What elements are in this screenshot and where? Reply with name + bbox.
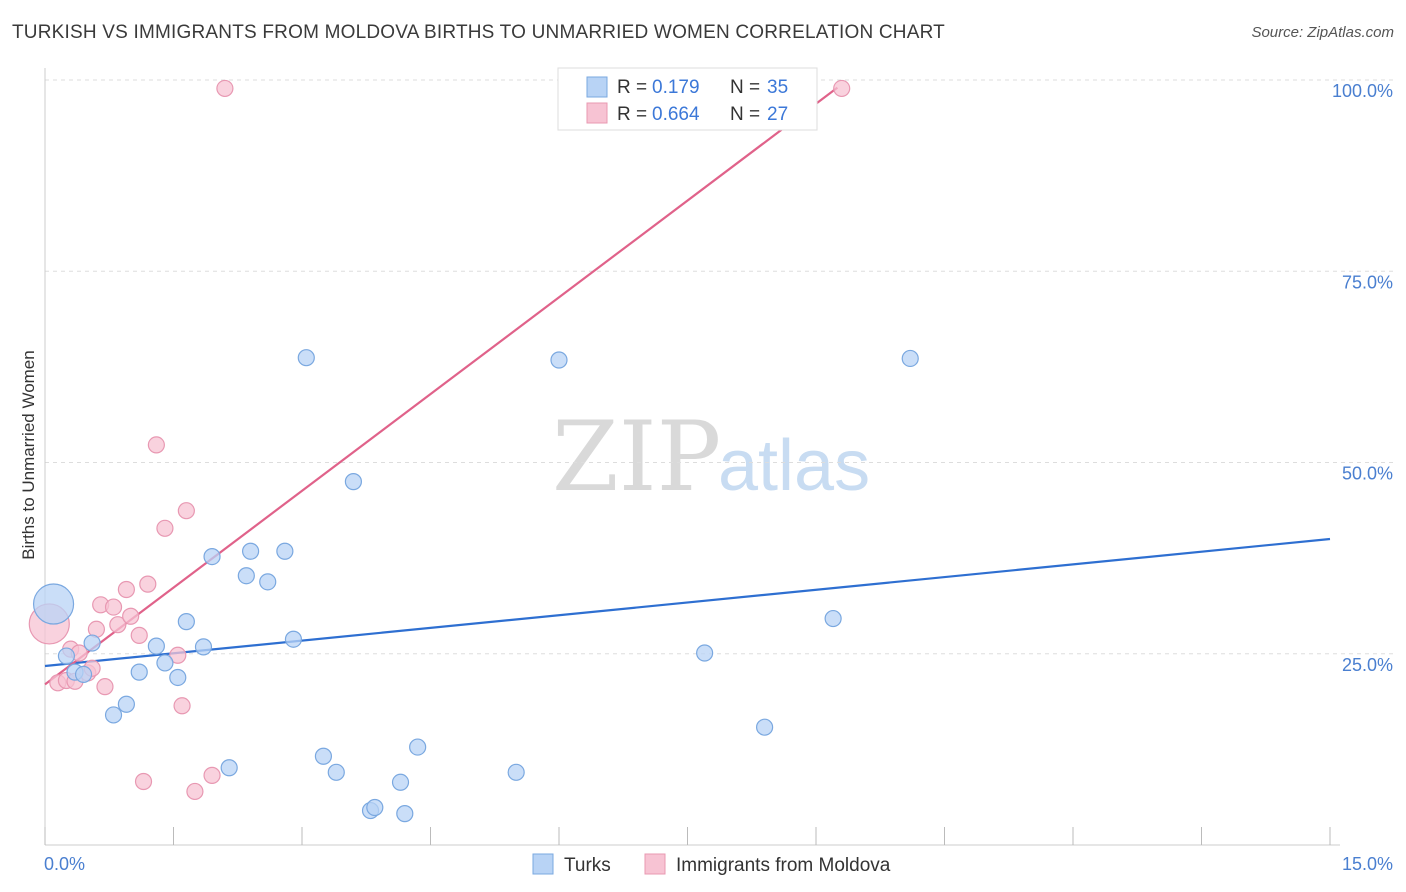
moldova-point bbox=[186, 782, 204, 801]
turks-point bbox=[220, 759, 238, 777]
moldova-point bbox=[109, 616, 127, 634]
watermark: ZIP atlas bbox=[552, 401, 870, 513]
turks-point bbox=[104, 706, 123, 724]
watermark-zip: ZIP bbox=[552, 401, 721, 513]
turks-point bbox=[242, 542, 260, 560]
tick-labels: 25.0% 50.0% 75.0% 100.0% 0.0% 15.0% bbox=[44, 81, 1393, 874]
turks-point bbox=[314, 747, 333, 765]
turks-point bbox=[203, 547, 221, 566]
legend-r-label-moldova: R = bbox=[617, 104, 647, 125]
turks-point bbox=[550, 351, 568, 369]
turks-point bbox=[755, 718, 774, 736]
turks-point bbox=[391, 773, 410, 791]
moldova-point bbox=[173, 697, 191, 715]
turks-point bbox=[396, 805, 414, 823]
bottom-legend-label-moldova: Immigrants from Moldova bbox=[676, 855, 891, 876]
legend-r-label-turks: R = bbox=[617, 77, 647, 98]
turks-point bbox=[237, 567, 255, 585]
x-tick-label: 0.0% bbox=[44, 854, 85, 874]
turks-point bbox=[117, 695, 135, 713]
watermark-atlas: atlas bbox=[718, 426, 870, 506]
moldova-point bbox=[833, 79, 851, 98]
moldova-point bbox=[130, 626, 148, 644]
moldova-point bbox=[139, 575, 157, 593]
legend-swatch-turks bbox=[586, 76, 608, 98]
turks-point bbox=[57, 647, 76, 665]
turks-point bbox=[507, 763, 525, 781]
trend-lines bbox=[44, 86, 1331, 686]
y-axis-title: Births to Unmarried Women bbox=[19, 350, 38, 559]
turks-point bbox=[297, 349, 315, 367]
turks-point bbox=[259, 573, 277, 591]
turks-point bbox=[169, 668, 187, 687]
turks-trend-line bbox=[44, 537, 1331, 668]
turks-point bbox=[409, 738, 427, 756]
turks-point bbox=[156, 654, 174, 672]
turks-point bbox=[194, 638, 213, 656]
legend-bottom: Turks Immigrants from Moldova bbox=[532, 853, 891, 876]
moldova-point bbox=[134, 772, 153, 791]
turks-point bbox=[130, 663, 148, 681]
moldova-point bbox=[96, 678, 114, 696]
turks-point bbox=[83, 634, 101, 652]
turks-point bbox=[177, 613, 195, 631]
legend-swatch-moldova bbox=[586, 102, 608, 124]
legend-n-label-moldova: N = bbox=[730, 104, 760, 125]
bottom-legend-swatch-turks bbox=[532, 853, 554, 875]
moldova-point bbox=[156, 519, 174, 537]
axes bbox=[44, 68, 1340, 846]
moldova-point bbox=[147, 436, 165, 454]
legend-r-value-turks: 0.179 bbox=[652, 77, 700, 98]
chart-title: TURKISH VS IMMIGRANTS FROM MOLDOVA BIRTH… bbox=[12, 22, 945, 43]
moldova-trend-line bbox=[44, 86, 839, 686]
turks-point bbox=[32, 583, 75, 625]
legend-n-label-turks: N = bbox=[730, 77, 760, 98]
turks-point bbox=[824, 609, 842, 628]
source-label: Source: ZipAtlas.com bbox=[1251, 24, 1394, 41]
moldova-point bbox=[117, 580, 135, 599]
moldova-point bbox=[104, 598, 123, 616]
turks-point bbox=[74, 665, 93, 684]
y-tick-label: 75.0% bbox=[1342, 272, 1393, 292]
legend-n-value-turks: 35 bbox=[767, 77, 788, 98]
turks-point bbox=[284, 630, 303, 648]
turks-point bbox=[344, 473, 362, 491]
turks-point bbox=[147, 637, 165, 655]
turks-point bbox=[901, 349, 919, 368]
turks-point bbox=[366, 798, 384, 817]
y-tick-label: 100.0% bbox=[1332, 81, 1393, 101]
moldova-point bbox=[122, 607, 140, 625]
data-points bbox=[28, 79, 919, 823]
moldova-point bbox=[203, 766, 221, 784]
moldova-point bbox=[177, 502, 195, 520]
legend-n-value-moldova: 27 bbox=[767, 104, 788, 125]
turks-point bbox=[327, 763, 345, 781]
y-tick-label: 50.0% bbox=[1342, 464, 1393, 484]
legend-r-value-moldova: 0.664 bbox=[652, 104, 700, 125]
legend-top: R = 0.179 N = 35 R = 0.664 N = 27 bbox=[557, 67, 818, 131]
bottom-legend-label-turks: Turks bbox=[564, 855, 611, 876]
turks-point bbox=[276, 542, 294, 560]
turks-point bbox=[696, 644, 714, 662]
moldova-point bbox=[169, 646, 187, 664]
x-tick-label: 15.0% bbox=[1342, 854, 1393, 874]
y-tick-label: 25.0% bbox=[1342, 655, 1393, 675]
moldova-point bbox=[216, 79, 234, 98]
bottom-legend-swatch-moldova bbox=[644, 853, 666, 875]
